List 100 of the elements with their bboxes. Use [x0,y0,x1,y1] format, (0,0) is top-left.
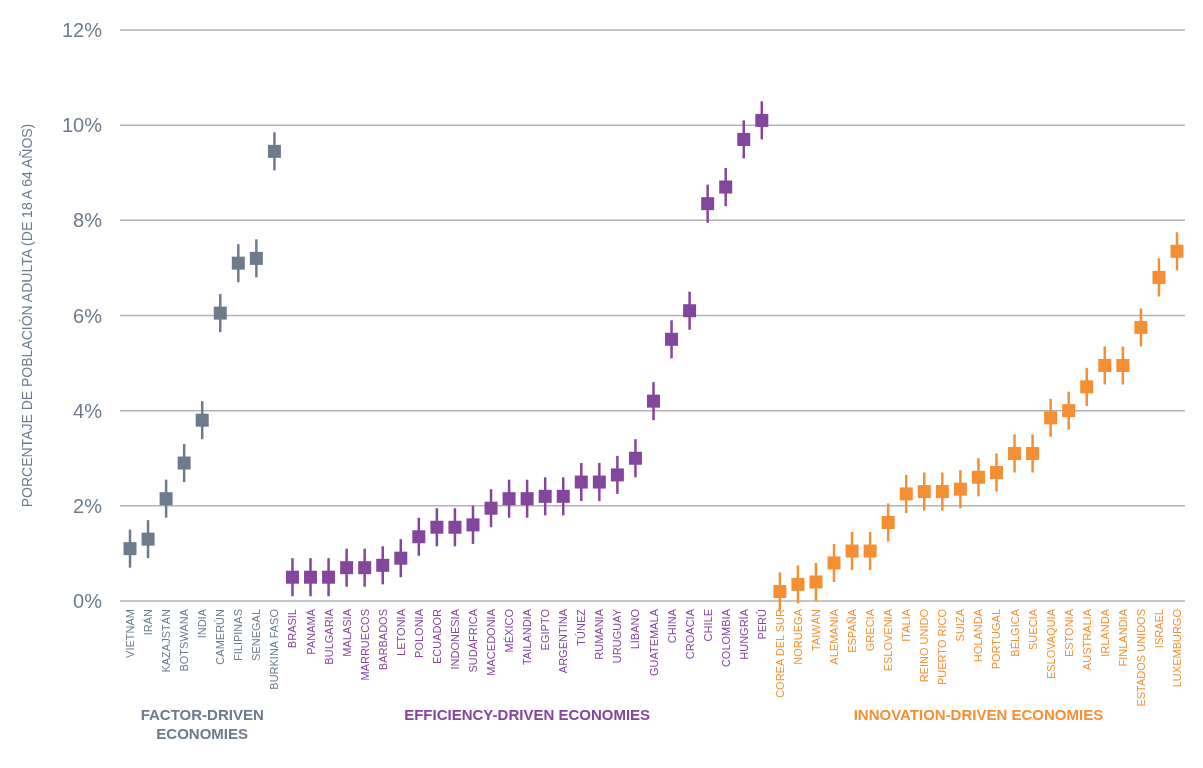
x-tick-label: PANAMÁ [304,608,317,655]
x-tick-label: BURKINA FASO [268,608,281,690]
point [304,570,318,584]
y-tick-label: 10% [61,114,103,137]
x-tick-label: ESLOVENIA [882,608,895,672]
point [1134,320,1148,334]
x-tick-label: GRECIA [864,608,877,652]
x-tick-label: KAZAJSTÁN [160,608,173,673]
point [701,197,715,211]
point [1026,446,1040,460]
point [394,551,408,565]
x-tick-label: BRASIL [286,609,299,649]
x-tick-label: IRÁN [142,608,155,636]
point [412,530,426,544]
point [989,466,1003,480]
x-tick-label: SUECIA [1026,608,1039,650]
point [863,544,877,558]
point [791,577,805,591]
point [448,520,462,534]
y-tick-label: 8% [73,209,103,232]
x-tick-label: GUATEMALA [647,608,660,677]
point [1098,358,1112,372]
point [123,542,137,556]
x-tick-label: SUIZA [954,608,967,642]
point [1044,411,1058,425]
point [159,492,173,506]
point [755,113,769,127]
point [971,470,985,484]
x-tick-label: BOTSWANA [178,608,191,672]
point [538,489,552,503]
x-tick-label: ESTONIA [1062,608,1075,658]
point [610,468,624,482]
x-tick-label: MÉXICO [503,608,516,653]
point [773,584,787,598]
x-tick-label: FILIPINAS [232,609,245,661]
point [881,515,895,529]
x-tick-label: LÍBANO [629,608,642,650]
x-tick-label: PORTUGAL [990,609,1003,670]
point [358,561,372,575]
x-tick-label: INDONESIA [448,608,461,670]
x-tick-label: MACEDONIA [485,608,498,676]
x-tick-label: INDIA [196,608,209,639]
point [1116,358,1130,372]
text: EFFICIENCY-DRIVEN ECONOMIES [404,706,651,723]
point [322,570,336,584]
point [340,561,354,575]
y-tick-label: 12% [61,19,103,41]
point [267,144,281,158]
x-tick-label: FINLANDIA [1116,608,1129,667]
point [376,558,390,572]
x-tick-label: TÚNEZ [575,608,588,646]
point [484,501,498,515]
x-tick-label: TAILANDIA [521,608,534,666]
point [249,251,263,265]
point [213,306,227,320]
point [809,575,823,589]
point [177,456,191,470]
point [719,180,733,194]
point [231,256,245,270]
text: FACTOR-DRIVEN ECONOMIES [140,706,264,742]
x-tick-label: ESLOVAQUIA [1044,608,1057,680]
x-tick-label: REINO UNIDO [918,608,931,683]
x-tick-label: VIETNAM [124,609,136,658]
x-tick-label: MALASIA [340,608,353,657]
x-tick-label: COREA DEL SUR [773,608,786,698]
point [953,482,967,496]
x-tick-label: SENEGAL [250,609,263,661]
point [899,487,913,501]
point [141,532,155,546]
x-tick-label: PUERTO RICO [936,608,949,685]
text: INNOVATION-DRIVEN ECONOMIES [853,706,1104,723]
point [917,485,931,499]
point [665,332,679,346]
point [1152,270,1166,284]
point [1008,446,1022,460]
x-tick-label: ISRAEL [1152,609,1165,649]
y-tick-label: 4% [73,399,103,422]
x-tick-label: CROACIA [683,608,696,660]
y-tick-label: 6% [73,304,103,327]
x-tick-label: AUSTRALIA [1080,608,1093,671]
x-tick-label: ARGENTINA [557,608,570,674]
x-tick-label: ESTADOS UNIDOS [1134,609,1147,707]
x-tick-label: ECUADOR [430,608,443,665]
x-tick-label: BARBADOS [376,609,389,671]
x-tick-label: HOLANDA [972,608,985,663]
y-tick-label: 2% [73,494,103,517]
x-tick-label: ITALIA [900,608,913,642]
x-tick-label: RUMANIA [593,608,606,660]
point [285,570,299,584]
x-tick-label: SUDÁFRICA [466,608,479,673]
point [466,518,480,532]
x-tick-label: ALEMANIA [828,608,841,665]
x-tick-label: POLONIA [412,608,425,658]
point [556,489,570,503]
y-axis-title: PORCENTAJE DE POBLACIÓN ADULTA (DE 18 A 64 AÑOS) [19,123,35,508]
x-tick-label: CHILE [701,609,714,642]
x-tick-label: IRLANDA [1098,608,1111,657]
x-tick-label: NORUEGA [791,608,804,665]
point [574,475,588,489]
point [737,132,751,146]
